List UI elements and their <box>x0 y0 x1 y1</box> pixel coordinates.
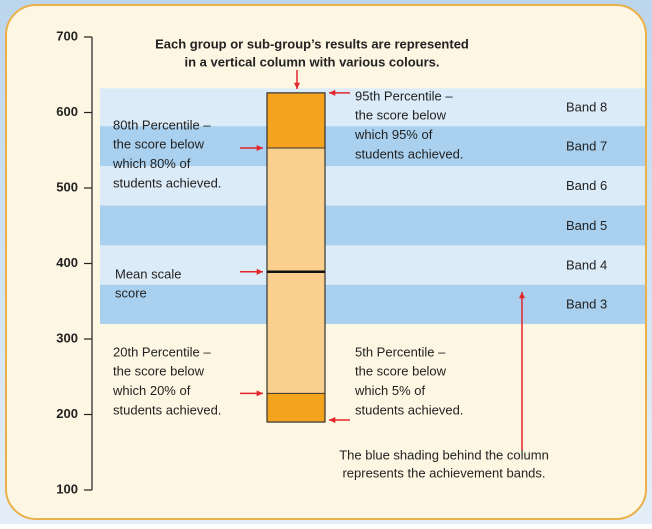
band-label: Band 6 <box>566 178 607 193</box>
band <box>100 88 645 127</box>
tick-label: 500 <box>56 179 78 194</box>
arrow-head <box>256 268 263 275</box>
tick-label: 200 <box>56 406 78 421</box>
arrow-head <box>256 144 263 152</box>
column-outline <box>266 92 326 423</box>
tick-label: 100 <box>56 481 78 496</box>
annotation-text: score <box>115 286 147 301</box>
band <box>100 126 645 167</box>
band <box>100 284 645 324</box>
annotation-text: students achieved. <box>113 175 221 190</box>
caption: in a vertical column with various colour… <box>184 54 439 69</box>
column-segment <box>267 92 325 148</box>
tick-label: 400 <box>56 255 78 270</box>
band <box>100 205 645 246</box>
annotation-text: Mean scale <box>115 266 181 281</box>
annotation-text: which 20% of <box>112 383 191 398</box>
arrow-head <box>256 390 263 397</box>
annotation-text: the score below <box>355 108 447 123</box>
arrow-head <box>293 82 301 89</box>
column-segment <box>267 393 325 423</box>
tick-label: 700 <box>56 28 78 43</box>
annotation-text: which 80% of <box>112 156 191 171</box>
annotation-text: students achieved. <box>113 402 221 417</box>
tick-label: 600 <box>56 104 78 119</box>
annotation-text: students achieved. <box>355 402 463 417</box>
annotation-text: which 95% of <box>354 127 433 142</box>
annotation-text: the score below <box>113 137 205 152</box>
annotation-text: the score below <box>355 364 447 379</box>
band-label: Band 3 <box>566 297 607 312</box>
note-text: represents the achievement bands. <box>342 465 545 480</box>
annotation-text: the score below <box>113 364 205 379</box>
caption: Each group or sub-group’s results are re… <box>155 36 469 51</box>
tick-label: 300 <box>56 330 78 345</box>
note-text: The blue shading behind the column <box>339 447 549 462</box>
annotation-text: 80th Percentile – <box>113 117 211 132</box>
annotation-text: which 5% of <box>354 383 425 398</box>
band-label: Band 8 <box>566 100 607 115</box>
arrow-head <box>329 417 336 424</box>
arrow-head <box>518 292 526 299</box>
band-label: Band 4 <box>566 257 607 272</box>
annotation-text: 20th Percentile – <box>113 344 211 359</box>
annotation-text: 5th Percentile – <box>355 344 446 359</box>
annotation-text: 95th Percentile – <box>355 88 453 103</box>
band-label: Band 5 <box>566 218 607 233</box>
band <box>100 245 645 285</box>
annotation-text: students achieved. <box>355 146 463 161</box>
arrow-head <box>329 89 336 96</box>
band <box>100 166 645 206</box>
band-label: Band 7 <box>566 139 607 154</box>
